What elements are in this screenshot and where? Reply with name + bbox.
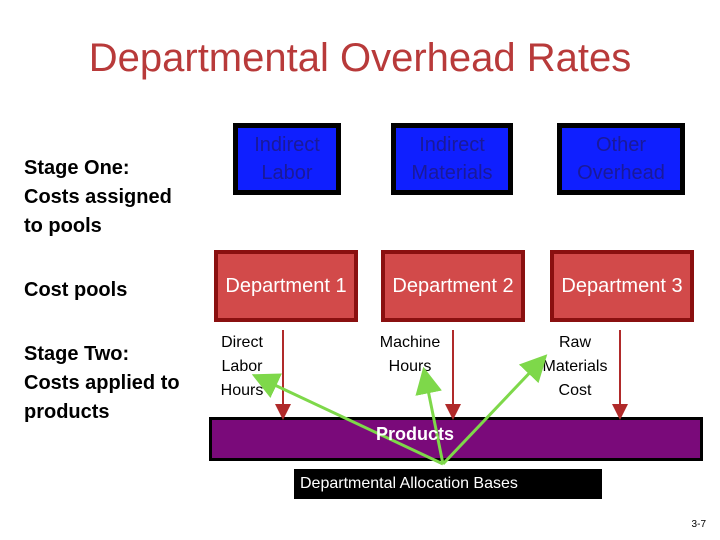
stage-two-label: Stage Two: Costs applied to products [24,343,180,423]
department-2-label: Department 2 [392,275,514,297]
department-1-box: Department 1 [214,250,358,322]
indirect-labor-box: Indirect Labor [233,123,341,195]
other-overhead-label: Other Overhead [577,134,665,184]
connector-machine-hours [415,366,445,465]
connector-direct-labor [251,373,444,466]
indirect-materials-box: Indirect Materials [391,123,513,195]
raw-materials-cost-label: Raw Materials Cost [542,334,608,399]
stage-one-label: Stage One: Costs assigned to pools [24,157,172,237]
slide-number: 3-7 [691,519,706,530]
department-2-box: Department 2 [381,250,525,322]
indirect-labor-label: Indirect Labor [254,134,320,184]
other-overhead-box: Other Overhead [557,123,685,195]
department-3-label: Department 3 [561,275,683,297]
department-1-label: Department 1 [225,275,347,297]
department-3-box: Department 3 [550,250,694,322]
slide-title: Departmental Overhead Rates [88,36,632,80]
allocation-bases-caption: Departmental Allocation Bases [294,469,602,499]
cost-pools-label: Cost pools [24,279,128,301]
products-label: Products [376,424,455,444]
indirect-materials-label: Indirect Materials [411,134,493,184]
connector-raw-materials [441,354,548,466]
